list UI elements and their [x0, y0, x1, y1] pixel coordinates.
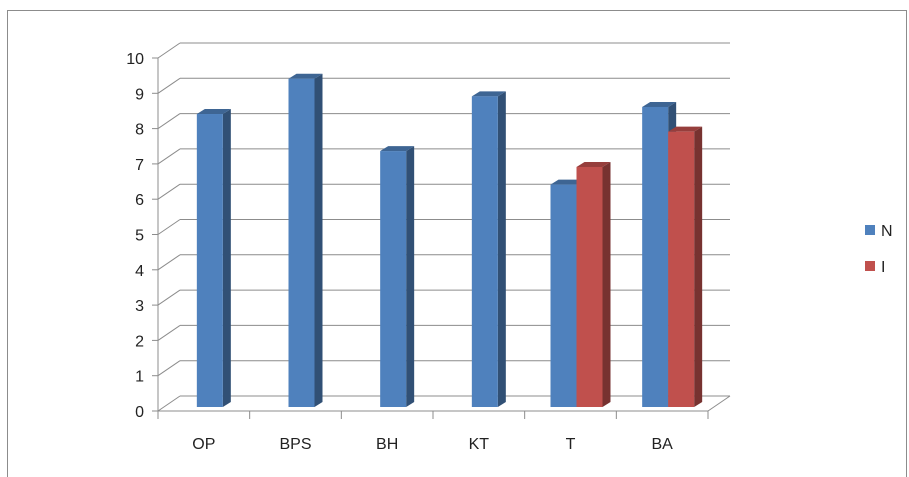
gridline-side	[157, 148, 181, 165]
bar-front	[550, 184, 577, 407]
bar-top	[642, 101, 677, 107]
bar-front	[288, 78, 315, 408]
chart-frame	[7, 10, 907, 477]
bar-top	[196, 109, 231, 115]
bar-front	[471, 96, 498, 408]
bar-top	[288, 73, 323, 79]
bar-top	[576, 161, 611, 167]
y-tick-label: 4	[135, 263, 144, 280]
legend-swatch-n	[865, 225, 875, 235]
axes	[152, 57, 731, 419]
y-tick-label: 8	[135, 122, 144, 139]
gridline-side	[157, 183, 181, 200]
gridline-side	[157, 77, 181, 94]
x-category-label: T	[566, 436, 576, 453]
floor-edge	[707, 395, 731, 412]
y-tick-label: 1	[135, 369, 144, 386]
bar-i-t	[576, 161, 611, 407]
gridline-side	[157, 113, 181, 130]
bar-side	[222, 109, 231, 407]
y-tick-label: 10	[126, 51, 144, 68]
bars	[196, 73, 703, 408]
gridline-side	[157, 254, 181, 271]
bar-side	[602, 161, 611, 407]
legend-label-i: I	[881, 259, 885, 276]
gridline-side	[157, 360, 181, 377]
bar-side	[314, 73, 323, 408]
y-tick-label: 9	[135, 86, 144, 103]
bar-front	[196, 114, 223, 407]
bar-top	[668, 126, 703, 132]
y-tick-label: 7	[135, 157, 144, 174]
x-category-label: BH	[376, 436, 398, 453]
y-axis-ticks: 0 1 2 3 4 5 6 7 8 9 10	[126, 51, 144, 421]
bar-n-kt	[471, 91, 506, 408]
bar-front	[642, 106, 669, 407]
x-axis-categories: OP BPS BH KT T BA	[192, 436, 673, 453]
legend-label-n: N	[881, 223, 893, 240]
bar-front	[668, 131, 695, 407]
x-category-label: KT	[469, 436, 490, 453]
y-tick-label: 2	[135, 333, 144, 350]
y-tick-label: 6	[135, 192, 144, 209]
bar-top	[380, 146, 415, 152]
x-category-label: BPS	[279, 436, 311, 453]
bar-i-ba	[668, 126, 703, 407]
y-tick-label: 0	[135, 404, 144, 421]
bar-n-bh	[380, 146, 415, 407]
y-tick-label: 5	[135, 228, 144, 245]
gridline-side	[157, 324, 181, 341]
bar-n-op	[196, 109, 231, 407]
legend: N I	[865, 223, 893, 276]
y-tick-label: 3	[135, 298, 144, 315]
gridline-side	[157, 219, 181, 235]
legend-swatch-i	[865, 261, 875, 271]
bar-side	[406, 146, 415, 407]
gridlines	[157, 42, 730, 412]
x-category-label: OP	[192, 436, 215, 453]
bar-side	[497, 91, 506, 408]
bar-side	[694, 126, 703, 407]
legend-item-n: N	[865, 223, 893, 240]
bar-n-bps	[288, 73, 323, 408]
bar-front	[380, 151, 407, 407]
bar-front	[576, 166, 603, 407]
gridline-side	[157, 289, 181, 306]
gridline-side	[157, 395, 181, 412]
bar-top	[550, 179, 585, 185]
x-category-label: BA	[651, 436, 673, 453]
bar-top	[471, 91, 506, 97]
legend-item-i: I	[865, 259, 885, 276]
gridline-side	[157, 42, 181, 59]
